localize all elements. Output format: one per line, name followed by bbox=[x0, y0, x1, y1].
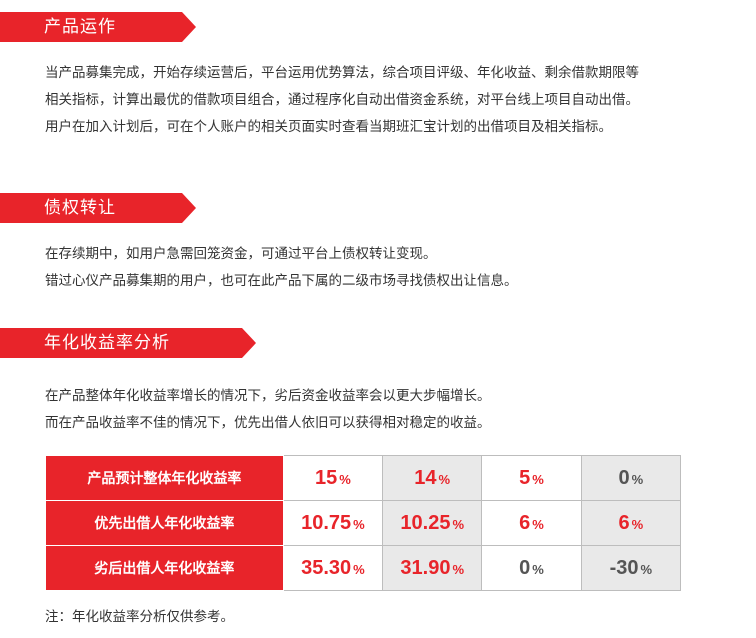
yield-value: 10.75 bbox=[301, 511, 352, 534]
yield-value: 14 bbox=[414, 466, 437, 489]
percent-sign: % bbox=[452, 561, 465, 577]
yield-value: 5 bbox=[519, 466, 531, 489]
percent-sign: % bbox=[452, 516, 465, 532]
transfer-line-1: 在存续期中，如用户急需回笼资金，可通过平台上债权转让变现。 bbox=[45, 246, 437, 262]
table-cell: 0% bbox=[580, 455, 682, 501]
operation-line-2: 相关指标，计算出最优的借款项目组合，通过程序化自动出借资金系统，对平台线上项目自… bbox=[45, 92, 639, 108]
yield-value: -30 bbox=[609, 556, 639, 579]
percent-sign: % bbox=[532, 471, 544, 487]
table-cell: 10.75% bbox=[282, 500, 384, 546]
percent-sign: % bbox=[438, 471, 451, 487]
operation-line-1: 当产品募集完成，开始存续运营后，平台运用优势算法，综合项目评级、年化收益、剩余借… bbox=[45, 65, 639, 81]
section-banner-analysis: 年化收益率分析 bbox=[0, 328, 256, 358]
section-title-transfer: 债权转让 bbox=[44, 198, 116, 218]
row-label: 产品预计整体年化收益率 bbox=[45, 455, 284, 501]
yield-value: 0 bbox=[618, 466, 630, 489]
section-title-operation: 产品运作 bbox=[44, 17, 116, 37]
table-cell: 0% bbox=[481, 545, 582, 591]
table-cell: 14% bbox=[382, 455, 483, 501]
yield-table: 产品预计整体年化收益率 15% 14% 5% 0% 优先出借人年化收益率 10.75% 10.… bbox=[45, 455, 682, 591]
analysis-line-1: 在产品整体年化收益率增长的情况下，劣后资金收益率会以更大步幅增长。 bbox=[45, 388, 491, 404]
table-row: 优先出借人年化收益率 10.75% 10.25% 6% 6% bbox=[45, 500, 682, 546]
analysis-paragraph: 在产品整体年化收益率增长的情况下，劣后资金收益率会以更大步幅增长。 而在产品收益… bbox=[45, 383, 750, 437]
table-row: 产品预计整体年化收益率 15% 14% 5% 0% bbox=[45, 455, 682, 501]
yield-table-body: 产品预计整体年化收益率 15% 14% 5% 0% 优先出借人年化收益率 10.75% 10.… bbox=[45, 455, 682, 591]
table-cell: 10.25% bbox=[382, 500, 483, 546]
yield-value: 10.25 bbox=[400, 511, 451, 534]
transfer-line-2: 错过心仪产品募集期的用户，也可在此产品下属的二级市场寻找债权出让信息。 bbox=[45, 273, 518, 289]
table-cell: 6% bbox=[481, 500, 582, 546]
table-cell: 35.30% bbox=[282, 545, 384, 591]
yield-value: 35.30 bbox=[301, 556, 352, 579]
operation-line-3: 用户在加入计划后，可在个人账户的相关页面实时查看当期班汇宝计划的出借项目及相关指… bbox=[45, 119, 612, 135]
percent-sign: % bbox=[532, 561, 544, 577]
table-row: 劣后出借人年化收益率 35.30% 31.90% 0% -30% bbox=[45, 545, 682, 591]
transfer-paragraph: 在存续期中，如用户急需回笼资金，可通过平台上债权转让变现。 错过心仪产品募集期的… bbox=[45, 241, 750, 295]
section-banner-transfer: 债权转让 bbox=[0, 193, 196, 223]
percent-sign: % bbox=[353, 516, 365, 532]
yield-value: 6 bbox=[618, 511, 630, 534]
yield-value: 31.90 bbox=[400, 556, 451, 579]
yield-value: 6 bbox=[519, 511, 531, 534]
table-cell: -30% bbox=[580, 545, 682, 591]
section-banner-operation: 产品运作 bbox=[0, 12, 196, 42]
table-cell: 6% bbox=[580, 500, 682, 546]
percent-sign: % bbox=[631, 516, 644, 532]
yield-value: 15 bbox=[314, 466, 338, 489]
percent-sign: % bbox=[532, 516, 544, 532]
table-cell: 31.90% bbox=[382, 545, 483, 591]
percent-sign: % bbox=[353, 561, 365, 577]
yield-value: 0 bbox=[519, 556, 531, 579]
section-title-analysis: 年化收益率分析 bbox=[44, 333, 170, 353]
percent-sign: % bbox=[339, 471, 351, 487]
operation-paragraph: 当产品募集完成，开始存续运营后，平台运用优势算法，综合项目评级、年化收益、剩余借… bbox=[45, 60, 750, 141]
table-cell: 15% bbox=[282, 455, 384, 501]
table-cell: 5% bbox=[481, 455, 582, 501]
percent-sign: % bbox=[631, 471, 644, 487]
row-label: 优先出借人年化收益率 bbox=[45, 500, 284, 546]
percent-sign: % bbox=[640, 561, 653, 577]
footnote: 注：年化收益率分析仅供参考。 bbox=[45, 609, 234, 625]
analysis-line-2: 而在产品收益率不佳的情况下，优先出借人依旧可以获得相对稳定的收益。 bbox=[45, 415, 491, 431]
row-label: 劣后出借人年化收益率 bbox=[45, 545, 284, 591]
